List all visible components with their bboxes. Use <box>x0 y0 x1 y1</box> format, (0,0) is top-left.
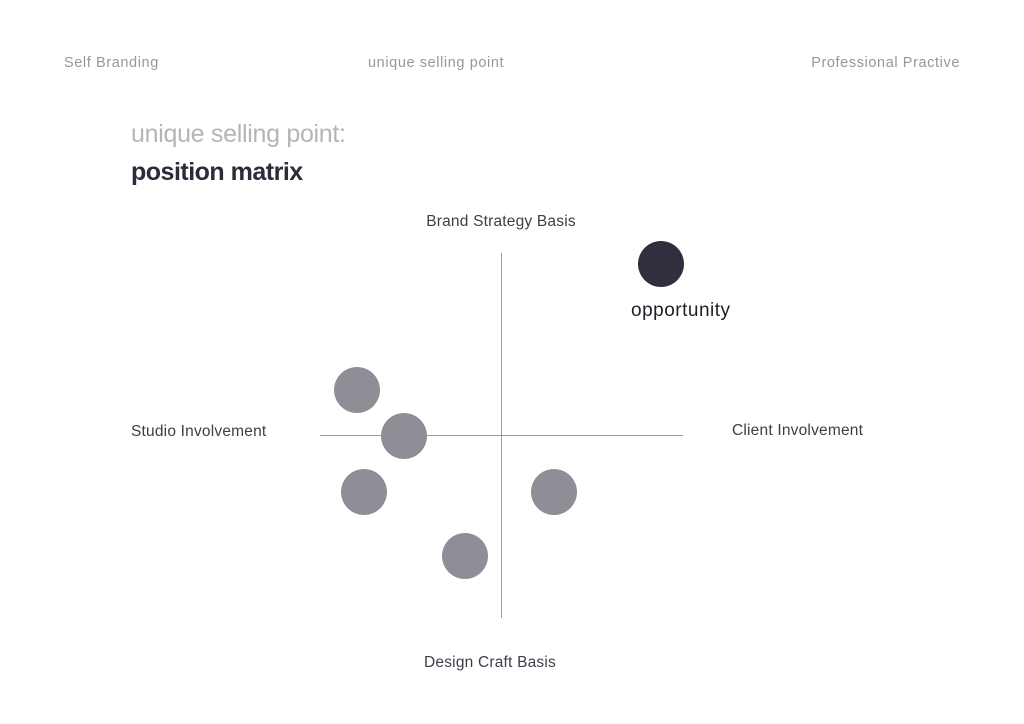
header-center-label: unique selling point <box>368 55 505 71</box>
axis-label-top: Brand Strategy Basis <box>426 213 576 230</box>
horizontal-axis-line <box>320 435 683 436</box>
axis-label-bottom: Design Craft Basis <box>424 654 556 671</box>
header-left-label: Self Branding <box>64 55 159 71</box>
header-right-label: Professional Practive <box>811 55 960 71</box>
matrix-point <box>333 366 380 413</box>
axis-label-right: Client Involvement <box>732 422 864 439</box>
opportunity-label: opportunity <box>631 300 731 321</box>
axis-label-left: Studio Involvement <box>131 423 267 440</box>
page-title: position matrix <box>131 158 303 186</box>
matrix-point <box>442 532 489 579</box>
slide-subtitle: unique selling point: <box>131 120 346 148</box>
matrix-point <box>380 412 427 459</box>
matrix-point <box>530 469 577 516</box>
matrix-point <box>340 469 387 516</box>
matrix-point-opportunity <box>637 240 684 287</box>
